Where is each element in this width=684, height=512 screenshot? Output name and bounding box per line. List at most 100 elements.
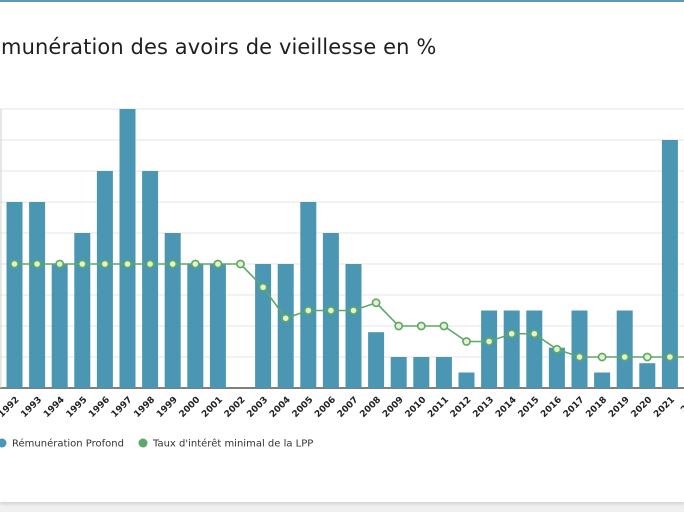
line-point-1994 <box>55 259 65 269</box>
line-point-1999 <box>168 259 178 269</box>
x-tick-label: 2007 <box>336 395 361 420</box>
bar-2003 <box>255 264 272 388</box>
x-tick-label: 1998 <box>132 395 157 420</box>
bar-2007 <box>345 264 362 388</box>
x-tick-label: 2008 <box>358 395 383 420</box>
x-tick-label: 202 <box>679 395 684 415</box>
line-point-1993 <box>32 259 42 269</box>
bar-2021 <box>661 140 678 388</box>
bar-2014 <box>503 310 520 388</box>
bar-1997 <box>119 109 136 388</box>
line-point-2013 <box>484 337 494 346</box>
line-point-2006 <box>326 306 336 315</box>
x-tick-label: 2000 <box>178 395 203 420</box>
line-point-2018 <box>597 352 607 362</box>
x-tick-label: 2003 <box>245 395 270 420</box>
legend-marker-line <box>138 438 148 448</box>
bar-2017 <box>571 310 588 388</box>
legend-label-bar: Rémunération Profond <box>12 438 124 450</box>
x-tick-label: 2018 <box>584 395 609 420</box>
x-tick-label: 2017 <box>562 395 587 420</box>
bar-series <box>6 109 678 388</box>
bar-2005 <box>300 202 317 388</box>
x-tick-label: 2011 <box>426 395 451 420</box>
bar-2016 <box>548 347 565 388</box>
x-tick-label: 2010 <box>404 395 429 420</box>
line-series <box>10 259 684 362</box>
chart-title: émunération des avoirs de vieillesse en … <box>0 35 437 59</box>
line-point-2020 <box>642 352 652 362</box>
chart-svg: 1992199319941995199619971998199920002001… <box>0 108 684 450</box>
x-tick-label: 2005 <box>291 395 316 420</box>
line-point-2002 <box>236 259 245 269</box>
x-tick-label: 2002 <box>223 395 248 420</box>
bar-2008 <box>368 332 385 388</box>
bar-2020 <box>639 363 656 388</box>
line-point-2017 <box>575 352 584 362</box>
line-point-2008 <box>371 298 381 308</box>
bar-2001 <box>209 264 226 388</box>
bar-2013 <box>481 310 498 388</box>
bar-1998 <box>142 171 159 388</box>
line-point-2004 <box>281 313 291 323</box>
line-point-2003 <box>258 282 268 292</box>
x-tick-label: 1993 <box>19 395 44 420</box>
bar-2012 <box>458 372 475 388</box>
line-point-2014 <box>507 329 517 339</box>
x-tick-label: 1996 <box>87 395 112 420</box>
x-tick-label: 2006 <box>313 395 338 420</box>
bar-1999 <box>164 233 181 388</box>
line-point-2016 <box>552 344 562 354</box>
line-point-2007 <box>349 306 358 315</box>
x-tick-label: 2016 <box>539 395 564 420</box>
x-tick-label: 2001 <box>200 395 225 420</box>
x-tick-label: 2020 <box>630 395 655 420</box>
line-point-2010 <box>416 321 426 331</box>
x-tick-label: 2019 <box>607 395 632 420</box>
line-point-2021 <box>665 352 675 362</box>
bar-2018 <box>594 372 611 388</box>
legend-marker-bar <box>0 438 7 448</box>
bar-2004 <box>277 264 294 388</box>
x-tick-label: 2009 <box>381 395 406 420</box>
x-axis-ticks: 1992199319941995199619971998199920002001… <box>0 395 684 420</box>
x-tick-label: 1992 <box>0 395 22 420</box>
x-tick-label: 1999 <box>155 395 180 420</box>
line-point-2005 <box>303 306 313 315</box>
legend-label-line: Taux d'intérêt minimal de la LPP <box>152 438 313 450</box>
bar-1995 <box>74 233 91 388</box>
x-tick-label: 1994 <box>42 395 67 420</box>
x-tick-label: 2013 <box>471 395 496 420</box>
bar-1996 <box>96 171 113 388</box>
bar-2015 <box>526 310 543 388</box>
bar-1994 <box>51 264 68 388</box>
bar-2011 <box>435 357 452 388</box>
grid-lines <box>0 108 684 389</box>
legend: Rémunération Profond Taux d'intérêt minim… <box>0 438 313 450</box>
x-tick-label: 2021 <box>652 395 677 420</box>
bar-2010 <box>413 357 430 388</box>
x-tick-label: 1995 <box>65 395 90 420</box>
line-point-1998 <box>145 259 155 269</box>
line-point-2001 <box>213 259 223 269</box>
bar-2019 <box>616 310 633 388</box>
bar-2000 <box>187 264 204 388</box>
x-tick-label: 2012 <box>449 395 474 420</box>
bar-2009 <box>390 357 407 388</box>
line-point-1997 <box>123 259 132 269</box>
line-point-2009 <box>394 321 404 331</box>
line-point-2015 <box>529 329 539 339</box>
line-point-1996 <box>100 259 110 269</box>
x-tick-label: 2004 <box>268 395 293 420</box>
bar-1992 <box>6 202 23 388</box>
x-tick-label: 1997 <box>110 395 135 420</box>
line-point-1995 <box>77 259 87 269</box>
line-point-2000 <box>190 259 200 269</box>
line-point-2019 <box>620 352 630 362</box>
x-tick-label: 2014 <box>494 395 519 420</box>
bar-1993 <box>29 202 46 388</box>
line-point-2011 <box>439 321 449 331</box>
line-point-2012 <box>462 337 471 346</box>
line-point-1992 <box>10 259 19 269</box>
